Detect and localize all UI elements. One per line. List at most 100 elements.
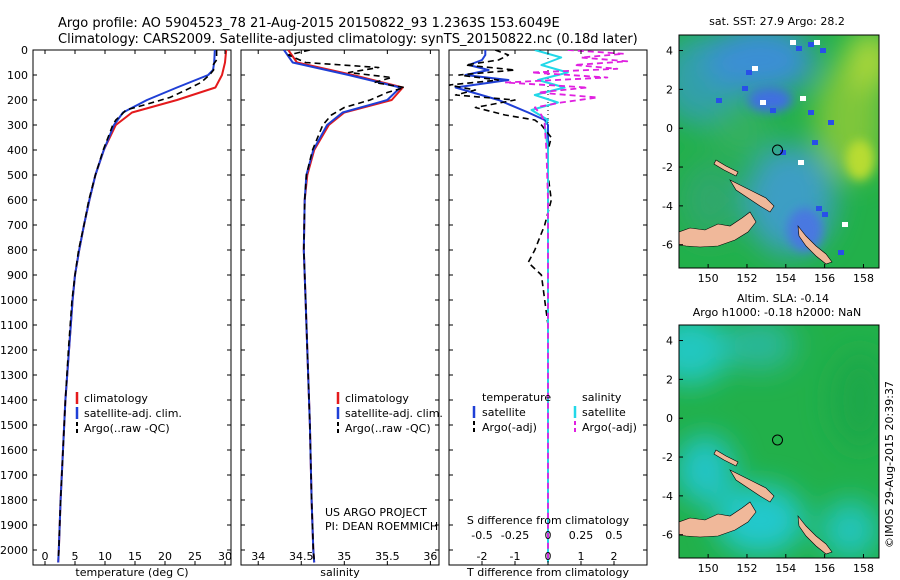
map-y-tick-label: -6 [662,529,673,542]
map-x-tick-label: 150 [698,562,719,575]
depth-tick-label: 1200 [0,344,28,357]
series-line-satellite-adj-clim- [57,50,216,563]
map-x-tick-label: 154 [775,272,796,285]
series-line-s-argo-adj- [504,50,629,560]
sla-map-axes: 150 152 154 156 158 4 2 0 -2 -4 -6 [662,335,874,575]
depth-axis: 0 100 200 300 400 500 600 700 800 900 1000 1100 1200… [0,44,28,557]
series-line-satellite-adj-clim- [283,50,402,563]
sst-land-new-britain [729,179,775,213]
legend-t-satellite: satellite [482,406,526,419]
sla-map-title-1: Altim. SLA: -0.14 [737,292,829,305]
sst-pixel [760,100,766,105]
header-line-2: Climatology: CARS2009. Satellite-adjuste… [58,32,638,47]
sst-map [679,35,879,268]
depth-tick-label: 1700 [0,469,28,482]
x-tick-label: 20 [158,550,172,563]
series-line-climatology [57,50,228,563]
depth-tick-label: 800 [7,244,28,257]
map-y-tick-label: -2 [662,451,673,464]
t-difference-xlabel: T difference from climatology [466,566,629,579]
legend-satellite-adj-s: satellite-adj. clim. [345,407,443,420]
sla-map-frame [678,324,880,559]
x-tick-label: 1 [578,550,585,563]
temperature-xlabel: temperature (deg C) [75,566,188,579]
series-line-argo-raw-qc- [57,50,218,561]
x-tick-top-label: -0.5 [471,529,492,542]
sst-pixel [822,212,828,217]
legend-temperature-title: temperature [482,391,551,404]
sst-pixel [742,86,748,91]
sst-pixel [746,70,752,75]
map-x-tick-label: 152 [736,562,757,575]
sla-argo-marker [772,434,783,446]
depth-tick-label: 900 [7,269,28,282]
depth-tick-label: 600 [7,194,28,207]
sst-pixel [828,120,834,125]
x-tick-top-label: 0 [545,529,552,542]
legend-climatology: climatology [84,392,148,405]
sst-pixel [816,206,822,211]
x-tick-label: 30 [218,550,232,563]
map-y-tick-label: 4 [666,335,673,348]
sla-land-bougainville [797,515,833,555]
sst-pixel [808,110,814,115]
side-stamp: ©IMOS 29-Aug-2015 20:39:37 [883,381,896,548]
sst-pixel [796,46,802,51]
map-y-tick-label: 0 [666,122,673,135]
sst-pixel [820,48,826,53]
sst-cloud-pixels [716,40,848,255]
sst-pixel [814,40,820,45]
x-tick-label: -1 [510,550,521,563]
map-y-tick-label: 4 [666,45,673,58]
sst-pixel [842,222,848,227]
depth-tick-label: 2000 [0,544,28,557]
sla-land-new-ireland [713,449,739,467]
sla-land-new-britain [729,469,775,503]
sst-pixel [812,140,818,145]
salinity-series [283,50,406,563]
sst-map-frame [678,34,880,269]
map-x-tick-label: 158 [853,272,874,285]
map-x-tick-label: 156 [814,562,835,575]
sst-pixel [798,160,804,165]
x-tick-label: 25 [188,550,202,563]
difference-series [449,50,629,563]
sst-pixel [770,108,776,113]
legend-salinity-title: salinity [582,391,622,404]
x-tick-top-label: 0.5 [605,529,623,542]
series-line-argo-raw-qc- [287,50,406,561]
map-x-tick-label: 158 [853,562,874,575]
sla-land-new-guinea [679,501,757,538]
sla-map [679,325,879,558]
sst-pixel [808,42,814,47]
x-tick-label: 36 [423,550,437,563]
sst-map-title: sat. SST: 27.9 Argo: 28.2 [709,15,845,28]
depth-tick-label: 1100 [0,319,28,332]
depth-tick-label: 300 [7,119,28,132]
header-line-1: Argo profile: AO 5904523_78 21-Aug-2015 … [58,16,560,31]
x-tick-label: 35.5 [375,550,400,563]
legend-satellite-adj: satellite-adj. clim. [84,407,182,420]
x-tick-label: 2 [611,550,618,563]
series-line-t-satellite [454,50,549,563]
note-line-2: PI: DEAN ROEMMICH [325,520,438,533]
depth-tick-label: 400 [7,144,28,157]
x-tick-label: 0 [42,550,49,563]
sst-map-axes: 150 152 154 156 158 4 2 0 -2 -4 -6 [662,45,874,285]
map-y-tick-label: 2 [666,83,673,96]
salinity-panel-frame [240,49,440,566]
sla-map-title-2: Argo h1000: -0.18 h2000: NaN [693,306,862,319]
map-x-tick-label: 150 [698,272,719,285]
project-note: US ARGO PROJECT PI: DEAN ROEMMICH [325,506,438,533]
depth-tick-label: 1400 [0,394,28,407]
depth-tick-label: 0 [21,44,28,57]
depth-tick-label: 1900 [0,519,28,532]
depth-tick-label: 1000 [0,294,28,307]
depth-tick-label: 1500 [0,419,28,432]
sst-pixel [800,96,806,101]
x-tick-label: 35 [337,550,351,563]
legend-t-argo: Argo(-adj) [482,421,537,434]
depth-tick-label: 700 [7,219,28,232]
difference-legend: temperature salinity satellite Argo(-adj… [472,391,637,434]
